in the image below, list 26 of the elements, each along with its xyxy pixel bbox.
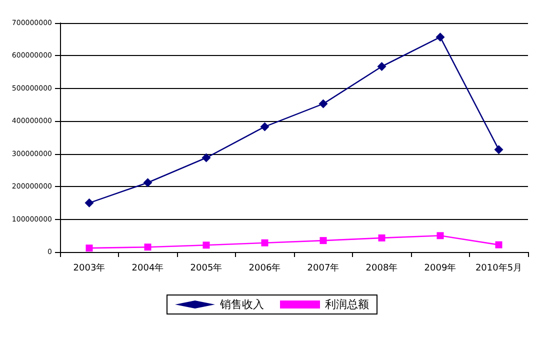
legend-label: 销售收入 <box>219 298 264 311</box>
point <box>318 99 328 108</box>
point <box>143 178 152 188</box>
x-tick-label: 2009年 <box>424 262 456 274</box>
x-tick-label: 2008年 <box>366 262 398 274</box>
legend-label: 利润总额 <box>325 298 369 311</box>
x-tick-label: 2005年 <box>190 262 222 274</box>
point <box>436 232 444 240</box>
x-tick-label: 2004年 <box>132 262 164 274</box>
point <box>202 153 211 162</box>
point <box>261 239 268 246</box>
point <box>84 198 94 208</box>
point <box>494 145 504 154</box>
point <box>86 244 93 252</box>
x-tick-label: 2003年 <box>73 262 106 274</box>
x-tick-label: 2007年 <box>307 262 340 274</box>
point <box>495 241 502 248</box>
point <box>144 244 152 251</box>
x-tick-label: 2006年 <box>248 262 281 274</box>
point <box>378 234 386 242</box>
x-tick-label: 2010年5月 <box>475 262 522 274</box>
point <box>377 62 386 72</box>
point <box>320 237 327 244</box>
point <box>202 242 210 249</box>
point <box>436 32 445 42</box>
point <box>260 122 270 132</box>
